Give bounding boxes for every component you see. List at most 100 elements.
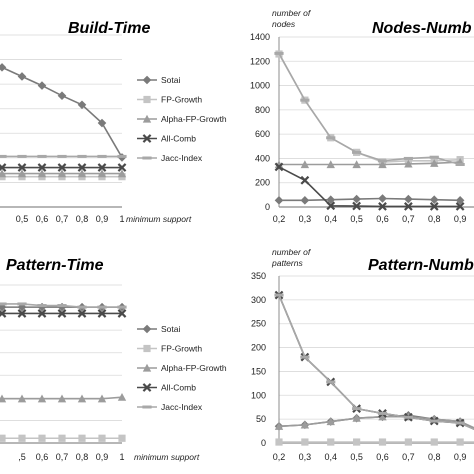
x-tick-label: 0,7	[402, 214, 415, 224]
y-tick-label: 350	[251, 271, 266, 281]
series-line-sotai	[279, 197, 461, 202]
x-tick-label: 0,3	[299, 452, 312, 462]
y-tick-label: 1400	[250, 32, 270, 42]
data-point-all-comb	[326, 201, 336, 211]
data-point-alpha-fp-growth	[77, 169, 87, 178]
data-point-sotai	[77, 100, 87, 110]
data-point-fp-growth	[58, 434, 66, 442]
y-tick-label: 1000	[250, 81, 270, 91]
y-tick-label: 100	[251, 390, 266, 400]
y-tick-label: 0	[261, 438, 266, 448]
y-tick-label: 1200	[250, 56, 270, 66]
data-point-all-comb	[77, 163, 87, 172]
data-point-sotai	[429, 195, 439, 205]
chart-title: Pattern-Time	[6, 257, 104, 274]
data-point-alpha-fp-growth	[77, 394, 87, 403]
data-point-fp-growth	[378, 438, 387, 446]
legend-marker-all-comb	[142, 383, 152, 392]
data-point-fp-growth	[18, 434, 26, 442]
legend-marker-all-comb	[142, 134, 152, 143]
y-axis-label: number of patterns	[271, 247, 312, 268]
x-tick-label: 0,8	[428, 214, 441, 224]
x-tick-label: 0,7	[56, 214, 69, 224]
data-point-alpha-fp-growth	[57, 394, 67, 403]
chart-panel-pattern-numb: 0 50 100 150 200 250 300 350 0,2 0,3 0,4 0,5 0,6 0,7 0…	[251, 247, 474, 462]
data-point-alpha-fp-growth	[97, 394, 107, 403]
data-point-alpha-fp-growth	[300, 420, 310, 429]
data-point-all-comb	[37, 309, 47, 318]
x-tick-label: 0,9	[454, 214, 467, 224]
x-tick-label: 0,2	[273, 214, 286, 224]
data-point-alpha-fp-growth	[326, 160, 335, 169]
data-point-all-comb	[117, 309, 127, 318]
data-point-sotai	[352, 194, 361, 204]
series-line-alpha-fp-growth	[279, 161, 461, 166]
legend: Sotai FP-Growth Alpha-FP-Growth All-Comb Jac…	[137, 75, 227, 163]
data-point-all-comb	[37, 163, 47, 172]
data-point-alpha-fp-growth	[37, 169, 47, 178]
x-tick-label: 0,9	[96, 214, 109, 224]
x-tick-label: 0,7	[402, 452, 415, 462]
data-point-all-comb	[274, 162, 284, 172]
data-point-all-comb	[97, 163, 107, 172]
y-tick-label: 300	[251, 295, 266, 305]
y-axis-label-line: number of	[272, 247, 312, 257]
data-point-all-comb	[0, 163, 7, 172]
data-point-alpha-fp-growth	[378, 412, 387, 421]
data-point-all-comb	[0, 309, 7, 318]
y-tick-label: 0	[265, 202, 270, 212]
chart-title: Build-Time	[68, 20, 150, 37]
data-point-all-comb	[97, 309, 107, 318]
data-point-alpha-fp-growth	[97, 169, 107, 178]
data-point-alpha-fp-growth	[117, 169, 127, 178]
x-tick-label: 0,6	[36, 214, 49, 224]
data-point-all-comb	[17, 309, 27, 318]
series-group	[0, 302, 127, 442]
data-point-alpha-fp-growth	[37, 394, 47, 403]
data-point-alpha-fp-growth	[17, 169, 27, 178]
x-tick-label: 0,5	[350, 452, 363, 462]
data-point-alpha-fp-growth	[0, 394, 7, 403]
x-tick-label: 0,6	[376, 452, 389, 462]
x-axis-label: minimum support	[134, 452, 200, 462]
data-point-sotai	[326, 195, 336, 205]
legend-marker-sotai	[142, 75, 152, 85]
data-point-all-comb	[17, 163, 27, 172]
x-tick-label: ,5	[18, 452, 26, 462]
y-axis-label: number of nodes	[272, 8, 312, 29]
x-tick-label: 0,8	[76, 214, 89, 224]
data-point-all-comb	[77, 309, 87, 318]
data-point-sotai	[97, 118, 107, 128]
data-point-alpha-fp-growth	[404, 159, 413, 168]
y-tick-label: 50	[256, 414, 266, 424]
legend-label: Alpha-FP-Growth	[161, 363, 227, 373]
data-point-alpha-fp-growth	[17, 394, 27, 403]
y-tick-label: 800	[255, 105, 270, 115]
data-point-alpha-fp-growth	[0, 169, 7, 178]
y-tick-label: 400	[255, 153, 270, 163]
y-tick-label: 200	[255, 178, 270, 188]
chart-title: Pattern-Numb	[368, 257, 474, 274]
x-tick-label: 0,8	[76, 452, 89, 462]
x-tick-label: 1	[119, 452, 124, 462]
data-point-fp-growth	[98, 434, 106, 442]
x-tick-label: 0,3	[299, 214, 312, 224]
series-line-sotai	[0, 65, 123, 158]
data-point-alpha-fp-growth	[430, 159, 439, 167]
data-point-sotai	[274, 196, 284, 205]
y-axis-label-line: patterns	[271, 258, 303, 268]
series-line-fp-growth	[278, 53, 461, 163]
legend-label: FP-Growth	[161, 344, 202, 354]
data-point-alpha-fp-growth	[378, 160, 387, 169]
series-line-jacc-index	[278, 53, 461, 166]
data-point-all-comb	[57, 309, 67, 318]
x-tick-label: 0,7	[56, 452, 69, 462]
legend-marker-fp-growth	[143, 344, 151, 353]
data-point-all-comb	[57, 163, 67, 172]
data-point-all-comb	[378, 202, 387, 211]
series-line-jacc-index	[278, 294, 474, 430]
chart-panel-pattern-time: ,5 0,6 0,7 0,8 0,9 1 minimum support Pattern-Ti…	[0, 257, 227, 462]
legend-marker-sotai	[142, 324, 152, 334]
series-line-all-comb	[278, 294, 474, 430]
data-point-sotai	[0, 63, 7, 72]
